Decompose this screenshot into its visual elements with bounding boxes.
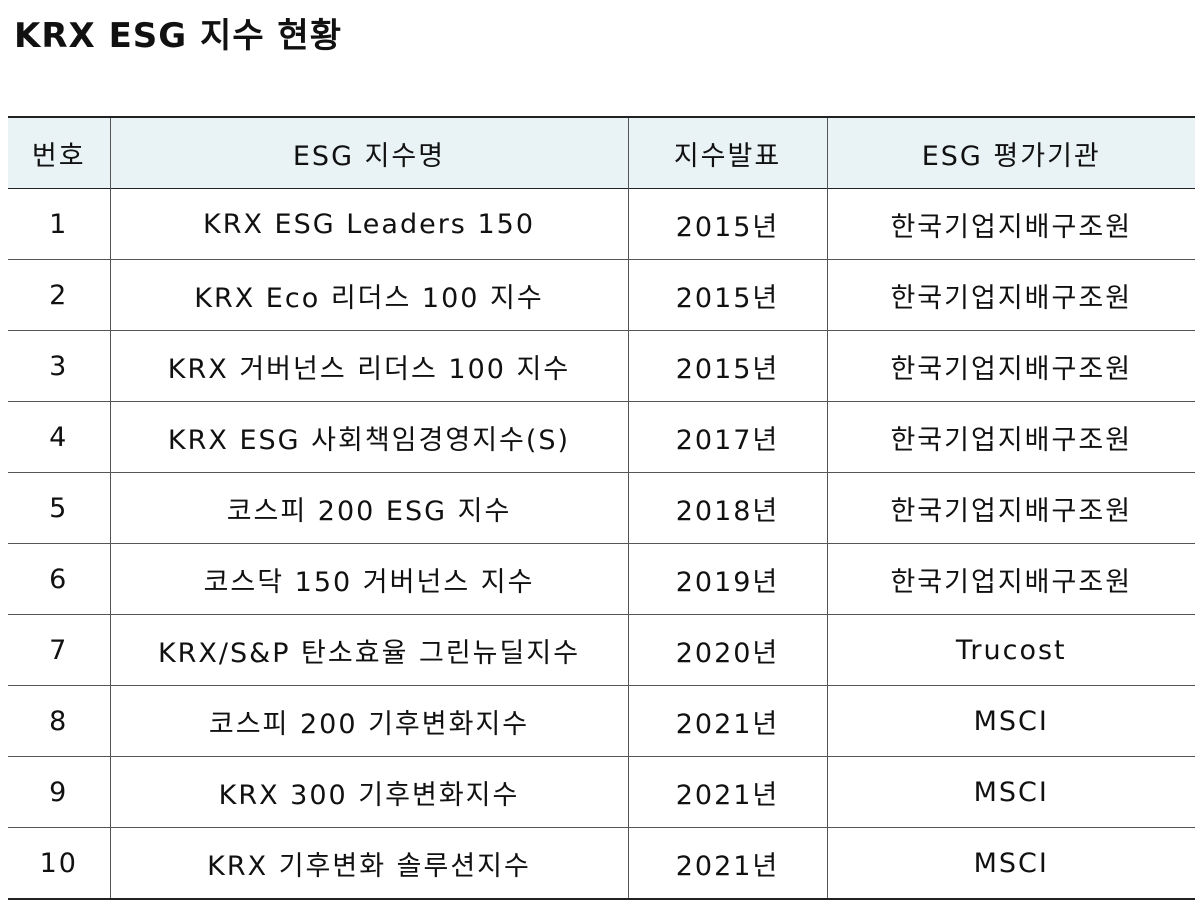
table-cell: 10 [39, 847, 78, 879]
table-cell: 8 [49, 705, 69, 737]
table-row: 4 KRX ESG 사회책임경영지수(S) 2017년 한국기업지배구조원 [8, 401, 1195, 473]
table-cell: KRX/S&P 탄소효율 그린뉴딜지수 [109, 614, 628, 686]
table-cell: MSCI [826, 685, 1195, 757]
table-cell: 2021년 [627, 827, 827, 899]
table-row: 1 KRX ESG Leaders 150 2015년 한국기업지배구조원 [8, 188, 1195, 260]
table-cell: 2019년 [627, 543, 827, 615]
table-cell: 2015년 [627, 330, 827, 402]
header-row: 번호 ESG 지수명 지수발표 ESG 평가기관 [8, 117, 1195, 189]
table-cell: KRX Eco 리더스 100 지수 [109, 259, 628, 331]
table-cell: 한국기업지배구조원 [826, 188, 1195, 260]
column-header: ESG 지수명 [109, 117, 628, 189]
table-cell: 2018년 [627, 472, 827, 544]
column-header: 지수발표 [627, 117, 827, 189]
table-row: 3 KRX 거버넌스 리더스 100 지수 2015년 한국기업지배구조원 [8, 330, 1195, 402]
table-row: 6 코스닥 150 거버넌스 지수 2019년 한국기업지배구조원 [8, 543, 1195, 615]
table-row: 10 KRX 기후변화 솔루션지수 2021년 MSCI [8, 827, 1195, 899]
table-cell: 7 [49, 634, 69, 666]
table-row: 2 KRX Eco 리더스 100 지수 2015년 한국기업지배구조원 [8, 259, 1195, 331]
table-cell: KRX 기후변화 솔루션지수 [109, 827, 628, 899]
table-cell: 코스피 200 기후변화지수 [109, 685, 628, 757]
column-header: 번호 [8, 117, 110, 189]
table-cell: KRX ESG 사회책임경영지수(S) [109, 401, 628, 473]
table-cell: 코스닥 150 거버넌스 지수 [109, 543, 628, 615]
table-cell: 2021년 [627, 756, 827, 828]
table-cell: 2020년 [627, 614, 827, 686]
table-cell: 한국기업지배구조원 [826, 472, 1195, 544]
table-cell: MSCI [826, 827, 1195, 899]
column-header: ESG 평가기관 [826, 117, 1195, 189]
table-body: 1 KRX ESG Leaders 150 2015년 한국기업지배구조원 2 KRX E… [8, 188, 1195, 899]
table-cell: MSCI [826, 756, 1195, 828]
table-cell: 3 [49, 350, 69, 382]
table-cell: 4 [49, 421, 69, 453]
esg-index-table: 번호 ESG 지수명 지수발표 ESG 평가기관 1 KRX ESG Leaders 1… [8, 116, 1195, 900]
table-cell: Trucost [826, 614, 1195, 686]
page-title: KRX ESG 지수 현황 [14, 16, 342, 56]
table-cell: 한국기업지배구조원 [826, 543, 1195, 615]
table-row: 5 코스피 200 ESG 지수 2018년 한국기업지배구조원 [8, 472, 1195, 544]
table-head: 번호 ESG 지수명 지수발표 ESG 평가기관 [8, 117, 1195, 189]
table-cell: 2015년 [627, 259, 827, 331]
table-cell: KRX 거버넌스 리더스 100 지수 [109, 330, 628, 402]
table-cell: 1 [49, 208, 69, 240]
table-cell: KRX 300 기후변화지수 [109, 756, 628, 828]
table-cell: 2021년 [627, 685, 827, 757]
table-cell: KRX ESG Leaders 150 [109, 188, 628, 260]
table-row: 7 KRX/S&P 탄소효율 그린뉴딜지수 2020년 Trucost [8, 614, 1195, 686]
table-row: 8 코스피 200 기후변화지수 2021년 MSCI [8, 685, 1195, 757]
table-cell: 2015년 [627, 188, 827, 260]
table-row: 9 KRX 300 기후변화지수 2021년 MSCI [8, 756, 1195, 828]
table-cell: 2017년 [627, 401, 827, 473]
table-cell: 한국기업지배구조원 [826, 259, 1195, 331]
table-cell: 6 [49, 563, 69, 595]
table-cell: 9 [49, 776, 69, 808]
table-cell: 2 [49, 279, 69, 311]
table-cell: 한국기업지배구조원 [826, 401, 1195, 473]
table-cell: 5 [49, 492, 69, 524]
table-cell: 코스피 200 ESG 지수 [109, 472, 628, 544]
table-cell: 한국기업지배구조원 [826, 330, 1195, 402]
